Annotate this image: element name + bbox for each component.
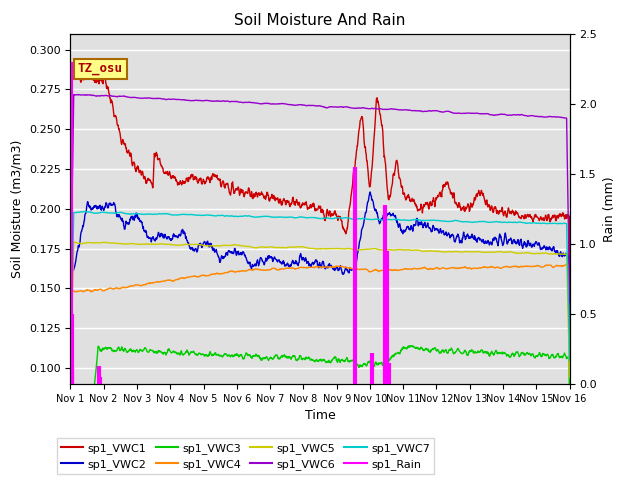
sp1_VWC1 (289, 194, 297, 200)
sp1_VWC4 (278, 266, 286, 272)
sp1_VWC7 (351, 216, 358, 222)
sp1_VWC3 (289, 353, 296, 359)
sp1_VWC5 (566, 374, 573, 380)
sp1_VWC5 (278, 244, 286, 250)
sp1_VWC3 (278, 354, 286, 360)
sp1_VWC1 (278, 200, 286, 206)
Y-axis label: Rain (mm): Rain (mm) (603, 176, 616, 241)
sp1_VWC7 (126, 211, 134, 217)
sp1_VWC1 (67, 298, 74, 303)
X-axis label: Time: Time (305, 409, 335, 422)
sp1_VWC6 (351, 106, 358, 111)
sp1_VWC1 (72, 65, 80, 71)
Legend: sp1_VWC1, sp1_VWC2, sp1_VWC3, sp1_VWC4, sp1_VWC5, sp1_VWC6, sp1_VWC7, sp1_Rain: sp1_VWC1, sp1_VWC2, sp1_VWC3, sp1_VWC4, … (57, 438, 435, 474)
sp1_VWC2 (105, 201, 113, 207)
sp1_VWC1 (351, 165, 358, 170)
sp1_VWC5 (106, 240, 113, 246)
sp1_VWC4 (105, 286, 113, 291)
sp1_VWC7 (566, 358, 573, 363)
sp1_VWC2 (298, 255, 305, 261)
sp1_VWC6 (106, 93, 113, 99)
Line: sp1_VWC1: sp1_VWC1 (70, 68, 570, 300)
sp1_VWC1 (106, 91, 113, 97)
Line: sp1_VWC6: sp1_VWC6 (70, 95, 570, 311)
sp1_VWC2 (351, 265, 358, 271)
sp1_VWC1 (298, 202, 306, 207)
Line: sp1_VWC2: sp1_VWC2 (70, 192, 570, 372)
sp1_VWC2 (278, 259, 286, 265)
Line: sp1_VWC5: sp1_VWC5 (70, 242, 570, 385)
Text: TZ_osu: TZ_osu (78, 62, 123, 75)
sp1_VWC7 (289, 215, 297, 220)
sp1_VWC1 (566, 289, 573, 295)
sp1_VWC6 (298, 102, 306, 108)
Line: sp1_VWC3: sp1_VWC3 (70, 346, 570, 480)
sp1_VWC4 (564, 261, 572, 267)
sp1_VWC7 (298, 214, 306, 220)
sp1_VWC2 (67, 370, 74, 375)
sp1_VWC6 (70, 92, 77, 97)
sp1_VWC7 (67, 367, 74, 373)
sp1_VWC2 (566, 360, 573, 366)
sp1_VWC6 (67, 308, 74, 314)
sp1_VWC3 (407, 343, 415, 348)
sp1_VWC5 (71, 239, 79, 245)
sp1_VWC4 (298, 264, 305, 270)
sp1_VWC4 (289, 265, 296, 271)
Y-axis label: Soil Moisture (m3/m3): Soil Moisture (m3/m3) (10, 140, 23, 278)
sp1_VWC3 (566, 412, 573, 418)
Line: sp1_VWC4: sp1_VWC4 (70, 264, 570, 409)
sp1_VWC4 (67, 407, 74, 412)
sp1_VWC5 (351, 247, 358, 252)
sp1_VWC7 (278, 214, 286, 220)
sp1_VWC5 (67, 382, 74, 388)
sp1_VWC7 (82, 209, 90, 215)
sp1_VWC6 (566, 300, 573, 305)
sp1_VWC5 (289, 244, 297, 250)
sp1_VWC3 (105, 345, 113, 351)
sp1_VWC3 (125, 348, 133, 353)
sp1_VWC5 (126, 241, 134, 247)
sp1_VWC2 (366, 189, 374, 195)
sp1_VWC5 (298, 244, 306, 250)
sp1_VWC1 (126, 153, 134, 158)
sp1_VWC6 (126, 95, 134, 100)
Title: Soil Moisture And Rain: Soil Moisture And Rain (234, 13, 406, 28)
sp1_VWC3 (351, 361, 358, 367)
sp1_VWC4 (351, 265, 358, 271)
Line: sp1_VWC7: sp1_VWC7 (70, 212, 570, 370)
sp1_VWC6 (278, 101, 286, 107)
sp1_VWC4 (566, 367, 573, 372)
sp1_VWC3 (298, 357, 305, 362)
sp1_VWC7 (106, 210, 113, 216)
sp1_VWC6 (289, 102, 297, 108)
sp1_VWC2 (289, 258, 296, 264)
sp1_VWC4 (125, 283, 133, 289)
sp1_VWC2 (125, 220, 133, 226)
